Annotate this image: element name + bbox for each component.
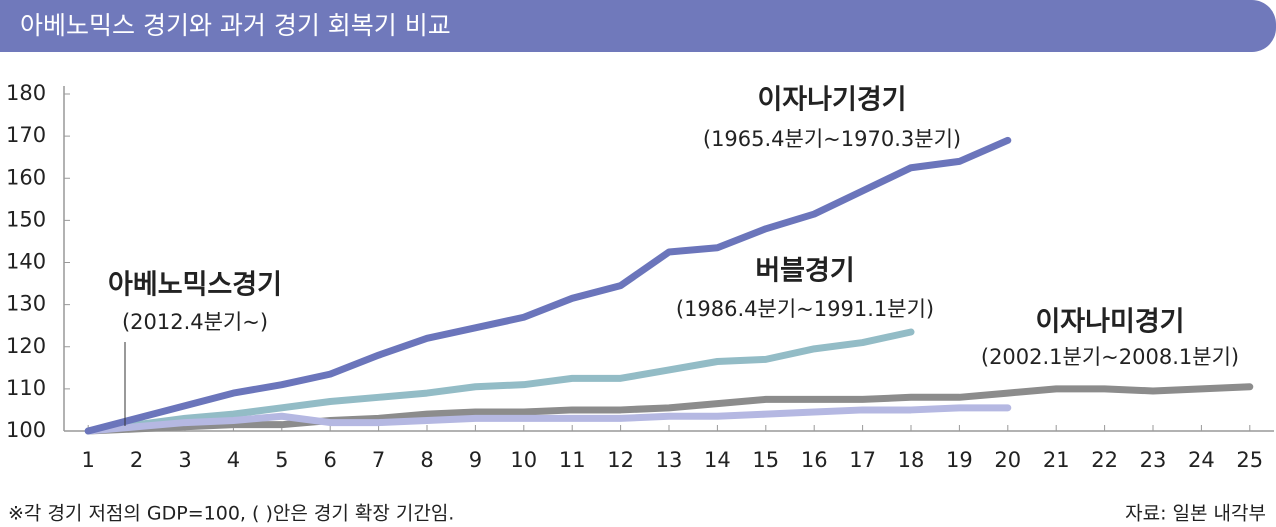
x-tick-label: 9	[469, 448, 482, 472]
x-tick-label: 12	[607, 448, 634, 472]
series-line	[84, 136, 1012, 435]
y-tick-label: 130	[6, 292, 46, 316]
x-tick-label: 22	[1091, 448, 1118, 472]
y-tick-label: 110	[6, 376, 46, 400]
x-tick-label: 18	[898, 448, 925, 472]
series-line	[84, 404, 1012, 435]
x-tick-label: 6	[324, 448, 337, 472]
x-tick-label: 5	[275, 448, 288, 472]
x-tick-label: 25	[1236, 448, 1263, 472]
x-tick-label: 14	[704, 448, 731, 472]
x-tick-label: 21	[1043, 448, 1070, 472]
annotation-title: 이자나기경기	[757, 85, 906, 116]
annotation-period: (1965.4분기~1970.3분기)	[703, 127, 961, 151]
x-tick-label: 11	[559, 448, 586, 472]
series-line	[84, 383, 1254, 435]
x-tick-label: 3	[178, 448, 191, 472]
chart-title: 아베노믹스 경기와 과거 경기 회복기 비교	[20, 11, 451, 40]
x-tick-label: 2	[130, 448, 143, 472]
y-tick-label: 170	[6, 123, 46, 147]
series-line	[84, 328, 915, 435]
y-tick-label: 140	[6, 250, 46, 274]
x-tick-label: 10	[510, 448, 537, 472]
annotation-period: (2012.4분기~)	[122, 310, 268, 334]
y-tick-label: 180	[6, 81, 46, 105]
x-tick-label: 4	[227, 448, 240, 472]
annotation-title: 이자나미경기	[1035, 307, 1184, 338]
x-tick-label: 17	[849, 448, 876, 472]
x-tick-label: 23	[1140, 448, 1167, 472]
annotation-title: 아베노믹스경기	[108, 270, 282, 301]
y-tick-label: 120	[6, 334, 46, 358]
x-tick-label: 19	[946, 448, 973, 472]
y-tick-label: 100	[6, 418, 46, 442]
x-tick-label: 15	[752, 448, 779, 472]
y-tick-label: 150	[6, 207, 46, 231]
annotation-period: (2002.1분기~2008.1분기)	[981, 345, 1239, 369]
title-bar	[0, 0, 1276, 52]
footnote: ※각 경기 저점의 GDP=100, ( )안은 경기 확장 기간임.	[8, 503, 454, 525]
x-tick-label: 7	[372, 448, 385, 472]
annotation-title: 버블경기	[755, 256, 854, 287]
title-bar-edge	[0, 0, 40, 52]
source: 자료: 일본 내각부	[1125, 503, 1266, 525]
y-tick-label: 160	[6, 165, 46, 189]
x-tick-label: 13	[656, 448, 683, 472]
x-tick-label: 8	[420, 448, 433, 472]
x-tick-label: 20	[994, 448, 1021, 472]
x-tick-label: 1	[82, 448, 95, 472]
x-tick-label: 16	[801, 448, 828, 472]
annotation-period: (1986.4분기~1991.1분기)	[676, 297, 934, 321]
x-tick-label: 24	[1188, 448, 1215, 472]
